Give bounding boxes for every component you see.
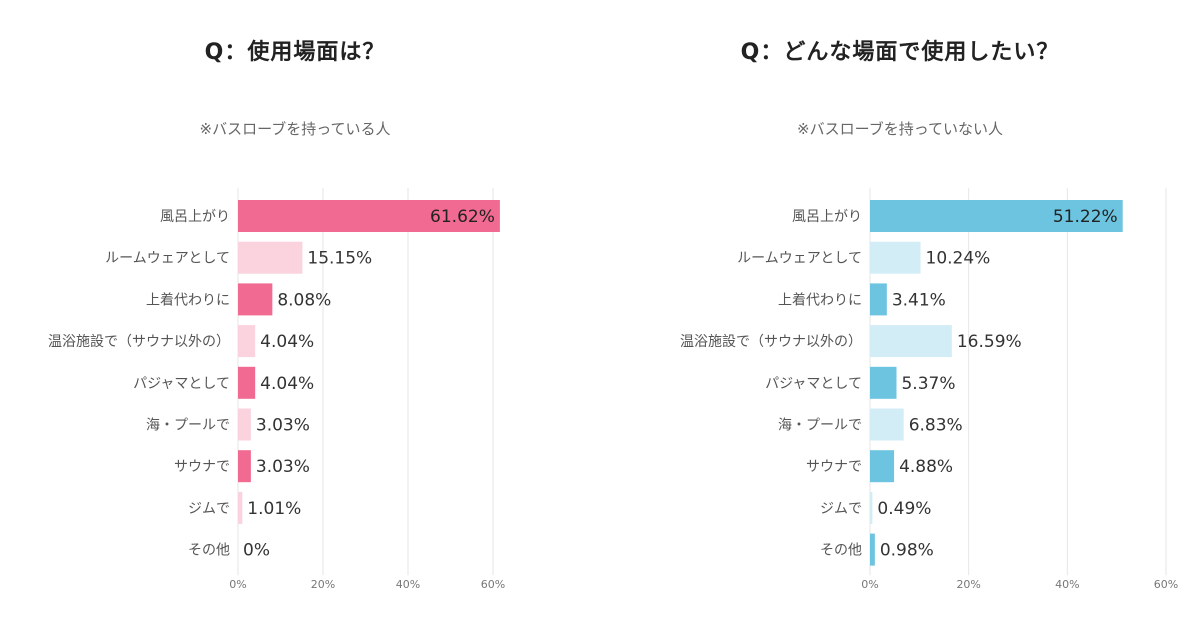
category-label: ルームウェアとして bbox=[737, 251, 862, 267]
bar bbox=[870, 533, 875, 566]
category-label: 上着代わりに bbox=[778, 292, 862, 308]
bar bbox=[870, 241, 921, 274]
data-label: 0.49% bbox=[877, 499, 931, 519]
bar bbox=[238, 283, 273, 316]
x-tick-label: 40% bbox=[1055, 578, 1079, 591]
chart-title: Q：どんな場面で使用したい？ bbox=[740, 40, 1060, 65]
x-tick-label: 0% bbox=[229, 578, 246, 591]
data-label: 1.01% bbox=[247, 499, 301, 519]
bar bbox=[238, 366, 256, 399]
bar bbox=[238, 241, 303, 274]
category-label: 風呂上がり bbox=[160, 209, 230, 225]
data-label: 8.08% bbox=[277, 290, 331, 310]
data-label: 61.62% bbox=[430, 207, 495, 227]
x-tick-label: 20% bbox=[311, 578, 335, 591]
category-label: 温浴施設で（サウナ以外の） bbox=[680, 334, 862, 350]
category-label: ルームウェアとして bbox=[105, 251, 230, 267]
category-label: 温浴施設で（サウナ以外の） bbox=[48, 334, 230, 350]
chart-title: Q：使用場面は？ bbox=[204, 40, 386, 65]
category-label: 海・プールで bbox=[778, 418, 862, 434]
category-label: 海・プールで bbox=[146, 418, 230, 434]
category-label: 上着代わりに bbox=[146, 292, 230, 308]
bar bbox=[870, 283, 887, 316]
data-label: 15.15% bbox=[307, 249, 372, 269]
x-tick-label: 20% bbox=[956, 578, 980, 591]
data-label: 3.03% bbox=[256, 457, 310, 477]
category-label: その他 bbox=[188, 543, 230, 559]
bar bbox=[238, 491, 243, 524]
bar bbox=[238, 200, 500, 232]
category-label: ジムで bbox=[188, 501, 230, 517]
bar bbox=[870, 325, 952, 358]
data-label: 5.37% bbox=[901, 374, 955, 394]
bar bbox=[238, 450, 251, 483]
data-label: 4.04% bbox=[260, 332, 314, 352]
data-label: 10.24% bbox=[926, 249, 991, 269]
bar bbox=[870, 491, 873, 524]
bar bbox=[238, 408, 251, 441]
bar bbox=[870, 366, 897, 399]
chart-panel-owners: Q：使用場面は？ ※バスローブを持っている人 0% 20% 40% 60% 風呂上がり 6… bbox=[0, 0, 590, 640]
bar-chart-non-owners: 0% 20% 40% 60% 風呂上がり 51.22% ルームウェアとして 10.24% 上着代… bbox=[680, 188, 1178, 591]
x-tick-label: 40% bbox=[396, 578, 420, 591]
category-label: サウナで bbox=[174, 459, 230, 475]
chart-subtitle: ※バスローブを持っている人 bbox=[199, 120, 391, 138]
data-label: 0% bbox=[243, 541, 270, 561]
category-label: ジムで bbox=[820, 501, 862, 517]
bar-chart-owners: 0% 20% 40% 60% 風呂上がり 61.62% ルームウェアとして 15.15% 上着代… bbox=[48, 188, 505, 591]
category-label: 風呂上がり bbox=[792, 209, 862, 225]
bar bbox=[870, 200, 1123, 232]
data-label: 4.04% bbox=[260, 374, 314, 394]
data-label: 0.98% bbox=[880, 541, 934, 561]
chart-subtitle: ※バスローブを持っていない人 bbox=[797, 120, 1003, 138]
chart-panel-non-owners: Q：どんな場面で使用したい？ ※バスローブを持っていない人 0% 20% 40% 60… bbox=[600, 0, 1200, 640]
category-label: パジャマとして bbox=[765, 376, 862, 392]
bar bbox=[238, 325, 256, 358]
x-tick-label: 0% bbox=[861, 578, 878, 591]
category-label: その他 bbox=[820, 543, 862, 559]
data-label: 51.22% bbox=[1053, 207, 1118, 227]
data-label: 3.03% bbox=[256, 416, 310, 436]
x-tick-label: 60% bbox=[1154, 578, 1178, 591]
bar bbox=[870, 408, 904, 441]
x-tick-label: 60% bbox=[481, 578, 505, 591]
category-label: サウナで bbox=[806, 459, 862, 475]
data-label: 16.59% bbox=[957, 332, 1022, 352]
data-label: 3.41% bbox=[892, 290, 946, 310]
category-label: パジャマとして bbox=[133, 376, 230, 392]
bar bbox=[870, 450, 895, 483]
data-label: 6.83% bbox=[909, 416, 963, 436]
data-label: 4.88% bbox=[899, 457, 953, 477]
